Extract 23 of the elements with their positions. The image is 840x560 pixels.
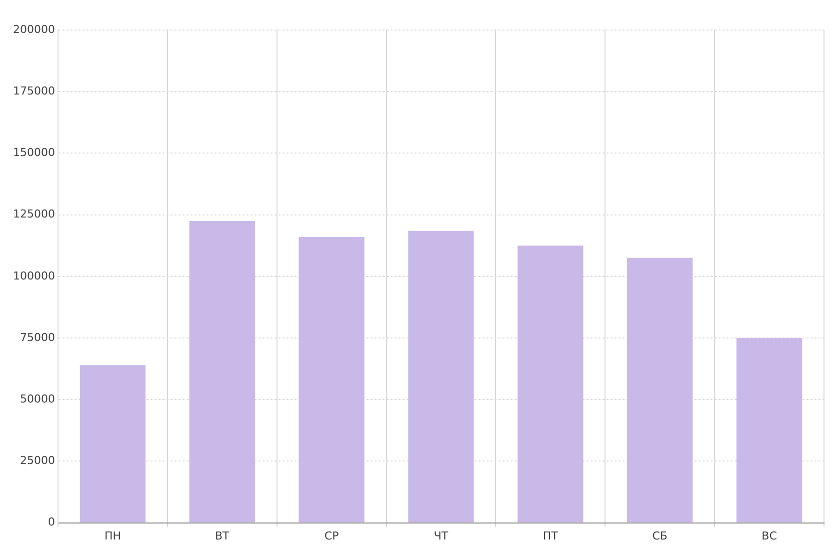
bar — [627, 258, 693, 522]
y-tick-label: 100000 — [12, 269, 55, 282]
x-tick-label: ЧТ — [434, 529, 448, 542]
y-tick-label: 50000 — [20, 392, 55, 406]
y-tick-label: 25000 — [20, 454, 55, 468]
y-tick-label: 150000 — [12, 146, 55, 160]
y-tick-label: 175000 — [12, 84, 55, 98]
bar — [736, 338, 802, 522]
bar — [80, 365, 146, 522]
y-tick-label: 125000 — [12, 208, 55, 221]
bar — [298, 236, 364, 522]
x-tick-label: ВТ — [215, 529, 230, 542]
y-tick-label: 0 — [48, 516, 55, 529]
bar — [518, 246, 584, 522]
x-tick-label: ПН — [104, 529, 121, 542]
x-tick-label: СР — [324, 529, 340, 542]
bar — [408, 230, 474, 522]
bar — [189, 220, 255, 522]
x-tick-label: ПТ — [542, 529, 558, 542]
y-tick-label: 200000 — [12, 22, 55, 36]
y-tick-label: 75000 — [20, 330, 55, 344]
x-tick-label: ВС — [762, 529, 778, 542]
x-tick-label: СБ — [652, 529, 668, 542]
